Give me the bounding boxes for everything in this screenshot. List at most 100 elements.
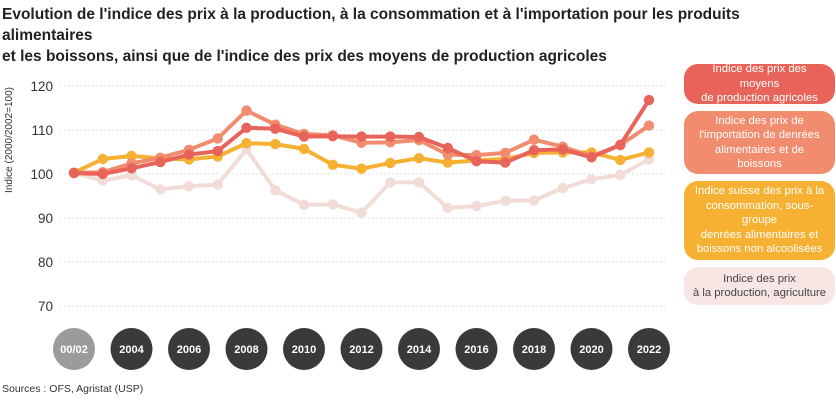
x-tick-label: 2004 (119, 344, 144, 356)
legend-item-4: Indice des prix à la production, agricult… (684, 267, 835, 305)
series-1-point-2012 (356, 207, 367, 218)
x-tick-label: 2010 (292, 344, 316, 356)
series-3-point-2022 (643, 120, 655, 131)
x-tick-label: 2014 (407, 344, 432, 356)
series-1-point-2019 (557, 182, 568, 194)
x-tick-label: 2008 (234, 344, 258, 356)
series-2-point-2014 (413, 153, 425, 164)
series-2-point-2009 (270, 138, 281, 150)
x-tick-2016: 2016 (455, 328, 498, 370)
x-tick-2022: 2022 (628, 328, 670, 370)
series-4-point-2016 (471, 156, 482, 167)
x-tick-label: 2016 (464, 344, 488, 356)
series-2-point-2015 (442, 157, 453, 168)
series-2-point-2022 (643, 147, 655, 158)
x-tick-label: 2018 (522, 344, 546, 356)
legend-item-text: Indice des prix des moyens (712, 63, 807, 90)
legend-item-text: l'importation de denrées (699, 129, 820, 141)
series-4-point-2020 (586, 152, 597, 163)
series-4-point-2004 (126, 163, 137, 174)
series-4 (68, 94, 655, 180)
x-tick-2010: 2010 (283, 328, 325, 370)
series-group (68, 94, 655, 218)
x-tick-badge (398, 328, 440, 370)
series-1-point-2014 (413, 177, 425, 188)
series-1-point-2015 (442, 202, 453, 214)
series-1-point-2005 (155, 184, 166, 195)
series-2-point-2013 (385, 157, 396, 169)
x-tick-2012: 2012 (340, 328, 383, 370)
x-tick-2004: 2004 (110, 328, 153, 370)
y-tick-label-120: 120 (30, 79, 53, 94)
series-2-point-2010 (298, 143, 310, 155)
series-4-point-2021 (615, 139, 626, 151)
series-4-point-2013 (385, 131, 396, 142)
x-tick-label: 2006 (177, 344, 201, 356)
y-tick-label-70: 70 (38, 299, 53, 314)
series-2-point-2012 (356, 163, 367, 174)
series-4-point-2012 (356, 131, 367, 142)
x-tick-badge (628, 328, 670, 370)
series-1-point-2018 (528, 195, 540, 206)
series-3-point-2007 (212, 133, 223, 144)
series-4-point-2007 (212, 145, 223, 157)
x-tick-2014: 2014 (398, 328, 440, 370)
line-chart: 70 80 90 100 110 120 Indice (2000/2002=100) 0… (4, 79, 670, 370)
series-4-point-2003 (97, 168, 109, 180)
series-2-point-2003 (97, 153, 109, 165)
legend-item-text: Indice des prix de (715, 114, 804, 127)
legend-item-text: denrées alimentaires et (700, 228, 819, 241)
chart-title-line-2: et les boissons, ainsi que de l'indice d… (2, 48, 607, 65)
series-4-point-2022 (643, 94, 655, 106)
x-tick-badge (53, 328, 95, 370)
series-4-point-2006 (183, 149, 195, 160)
chart-title-line-1: Evolution de l'indice des prix à la prod… (2, 6, 740, 44)
y-axis-label: Indice (2000/2002=100) (4, 87, 15, 193)
y-tick-label-90: 90 (38, 211, 53, 226)
legend-item-text: consommation, sous-groupe (705, 199, 814, 227)
x-tick-2008: 2008 (225, 328, 268, 370)
x-axis-ticks: 00/02 2004 2006 2008 2010 2012 2014 2016 2018 202… (53, 328, 670, 370)
legend-item-text: de production agricoles (701, 92, 818, 105)
series-4-point-2017 (500, 157, 511, 168)
series-4-point-2019 (557, 144, 568, 155)
chart-title: Evolution de l'indice des prix à la prod… (2, 4, 762, 67)
series-4-point-2009 (270, 123, 281, 134)
x-tick-label: 00/02 (60, 344, 88, 356)
series-4-point-2005 (155, 156, 166, 168)
x-tick-badge (110, 328, 153, 370)
x-tick-badge (225, 328, 268, 370)
x-tick-label: 2020 (579, 344, 603, 356)
series-4-point-2018 (528, 145, 540, 156)
x-tick-badge (570, 328, 613, 370)
series-4-point-2011 (327, 131, 338, 142)
legend-item-1: Indice des prix des moyens de production … (684, 63, 835, 105)
legend-item-text: Indice des prix (723, 272, 796, 285)
y-tick-label-80: 80 (38, 255, 53, 270)
legend-item-text: Indice suisse des prix à la (694, 185, 825, 198)
x-tick-00/02: 00/02 (53, 328, 95, 370)
x-tick-badge (340, 328, 383, 370)
series-1-point-2020 (586, 174, 597, 185)
series-1-point-2011 (327, 199, 338, 210)
series-3-point-2018 (528, 134, 540, 145)
x-tick-2018: 2018 (513, 328, 555, 370)
series-1-point-2007 (212, 179, 223, 190)
series-4-point-00/02 (68, 167, 80, 179)
x-tick-badge (168, 328, 210, 370)
series-4-point-2008 (241, 122, 252, 133)
legend-item-2: Indice des prix de l'importation de denré… (684, 111, 835, 174)
x-tick-2020: 2020 (570, 328, 613, 370)
series-4-point-2010 (298, 131, 310, 142)
series-2-point-2008 (241, 138, 252, 149)
legend-item-text: alimentaires et de boissons (714, 143, 805, 171)
series-1-point-2009 (270, 185, 281, 196)
series-1-point-2017 (500, 195, 511, 206)
y-axis-ticks: 70 80 90 100 110 120 (30, 79, 53, 314)
legend-item-text: à la production, agriculture (692, 287, 827, 299)
series-1-point-2013 (385, 177, 396, 188)
series-1-point-2016 (471, 200, 482, 212)
x-tick-badge (283, 328, 325, 370)
series-1-point-2021 (615, 169, 626, 181)
legend-item-3: Indice suisse des prix à la consommation,… (684, 181, 835, 260)
